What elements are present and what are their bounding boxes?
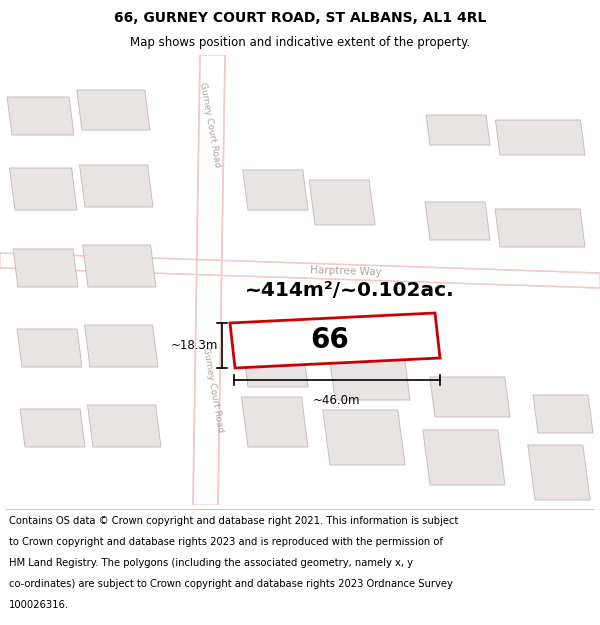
Polygon shape bbox=[13, 249, 78, 287]
Polygon shape bbox=[241, 397, 308, 447]
Text: ~414m²/~0.102ac.: ~414m²/~0.102ac. bbox=[245, 281, 455, 299]
Polygon shape bbox=[193, 55, 225, 505]
Polygon shape bbox=[77, 90, 150, 130]
Text: 100026316.: 100026316. bbox=[9, 600, 69, 610]
Polygon shape bbox=[309, 180, 375, 225]
Text: Harptree Way: Harptree Way bbox=[310, 265, 382, 278]
Polygon shape bbox=[430, 377, 510, 417]
Polygon shape bbox=[496, 120, 585, 155]
Polygon shape bbox=[88, 405, 161, 447]
Text: HM Land Registry. The polygons (including the associated geometry, namely x, y: HM Land Registry. The polygons (includin… bbox=[9, 558, 413, 568]
Polygon shape bbox=[7, 97, 74, 135]
Polygon shape bbox=[330, 360, 410, 400]
Polygon shape bbox=[230, 313, 440, 368]
Text: 66: 66 bbox=[311, 326, 349, 354]
Text: co-ordinates) are subject to Crown copyright and database rights 2023 Ordnance S: co-ordinates) are subject to Crown copyr… bbox=[9, 579, 453, 589]
Polygon shape bbox=[423, 430, 505, 485]
Polygon shape bbox=[323, 410, 405, 465]
Text: ~18.3m: ~18.3m bbox=[170, 339, 218, 352]
Text: Gurney Court Road: Gurney Court Road bbox=[201, 347, 225, 433]
Polygon shape bbox=[80, 165, 153, 207]
Polygon shape bbox=[425, 202, 490, 240]
Text: 66, GURNEY COURT ROAD, ST ALBANS, AL1 4RL: 66, GURNEY COURT ROAD, ST ALBANS, AL1 4R… bbox=[114, 11, 486, 25]
Polygon shape bbox=[10, 168, 77, 210]
Polygon shape bbox=[17, 329, 82, 367]
Polygon shape bbox=[20, 409, 85, 447]
Text: Map shows position and indicative extent of the property.: Map shows position and indicative extent… bbox=[130, 36, 470, 49]
Polygon shape bbox=[85, 325, 158, 367]
Polygon shape bbox=[83, 245, 156, 287]
Text: Gurney Court Road: Gurney Court Road bbox=[198, 82, 222, 168]
Text: ~46.0m: ~46.0m bbox=[313, 394, 361, 407]
Polygon shape bbox=[0, 253, 600, 288]
Polygon shape bbox=[244, 352, 308, 387]
Polygon shape bbox=[495, 209, 585, 247]
Polygon shape bbox=[426, 115, 490, 145]
Text: Contains OS data © Crown copyright and database right 2021. This information is : Contains OS data © Crown copyright and d… bbox=[9, 516, 458, 526]
Polygon shape bbox=[243, 170, 308, 210]
Polygon shape bbox=[533, 395, 593, 433]
Text: to Crown copyright and database rights 2023 and is reproduced with the permissio: to Crown copyright and database rights 2… bbox=[9, 537, 443, 547]
Polygon shape bbox=[528, 445, 590, 500]
